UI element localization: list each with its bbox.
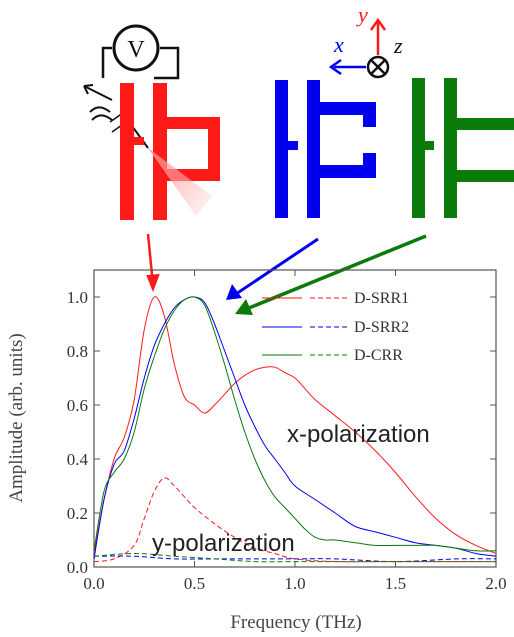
series-line-d-srr1-y-pol <box>93 477 496 563</box>
emission-wave <box>89 106 113 121</box>
z-axis-letter: z <box>393 33 403 58</box>
plot-frame <box>93 269 497 568</box>
y-tick-label: 0.4 <box>67 450 89 469</box>
voltmeter-wire <box>101 46 180 80</box>
y-tick-label: 0.2 <box>67 504 88 523</box>
emission-arrow <box>83 85 113 101</box>
legend-label: D-SRR2 <box>354 319 409 336</box>
series-line-d-srr1-x-pol <box>93 296 497 554</box>
voltmeter-symbol: V <box>127 37 145 63</box>
laser-spot <box>148 148 212 216</box>
x-tick-label: 1.5 <box>385 574 406 593</box>
y-axis-letter: y <box>356 2 368 27</box>
y-tick-label: 1.0 <box>67 288 88 307</box>
y-tick-label: 0.8 <box>67 342 88 361</box>
axis-ticks: 0.0 0.5 1.0 1.5 2.0 0.0 0.2 0.4 0.6 0.8 1.0 <box>67 270 507 593</box>
x-tick-label: 2.0 <box>485 574 506 593</box>
x-polarization-annotation: x-polarization <box>287 421 430 448</box>
legend-label: D-SRR1 <box>354 290 409 307</box>
voltmeter-icon <box>112 24 160 72</box>
y-polarization-annotation: y-polarization <box>152 530 295 557</box>
d-srr2-structure <box>275 80 376 218</box>
x-tick-label: 0.0 <box>83 574 104 593</box>
series-line-d-srr2-y-pol <box>93 555 497 563</box>
chart-series <box>93 296 497 563</box>
x-axis-label: Frequency (THz) <box>230 612 361 633</box>
series-line-d-srr2-x-pol <box>93 296 497 559</box>
x-tick-label: 1.0 <box>284 574 305 593</box>
x-axis-letter: x <box>333 32 344 57</box>
y-tick-label: 0.0 <box>67 558 88 577</box>
coordinate-axes: y x z <box>328 2 403 79</box>
legend-label: D-CRR <box>354 347 403 364</box>
blue-pointer-arrow <box>232 237 319 298</box>
chart-legend: D-SRR1 D-SRR2 D-CRR <box>262 290 409 364</box>
series-line-d-crr-y-pol <box>93 552 496 563</box>
amplitude-chart: 0.0 0.5 1.0 1.5 2.0 0.0 0.2 0.4 0.6 0.8 1.0 D-SRR1… <box>6 269 507 633</box>
series-line-d-crr-x-pol <box>93 296 497 552</box>
x-tick-label: 0.5 <box>184 574 205 593</box>
y-tick-label: 0.6 <box>67 396 88 415</box>
d-crr-structure <box>412 78 514 218</box>
y-axis-label: Amplitude (arb. units) <box>6 333 27 502</box>
d-srr1-structure <box>120 83 220 220</box>
